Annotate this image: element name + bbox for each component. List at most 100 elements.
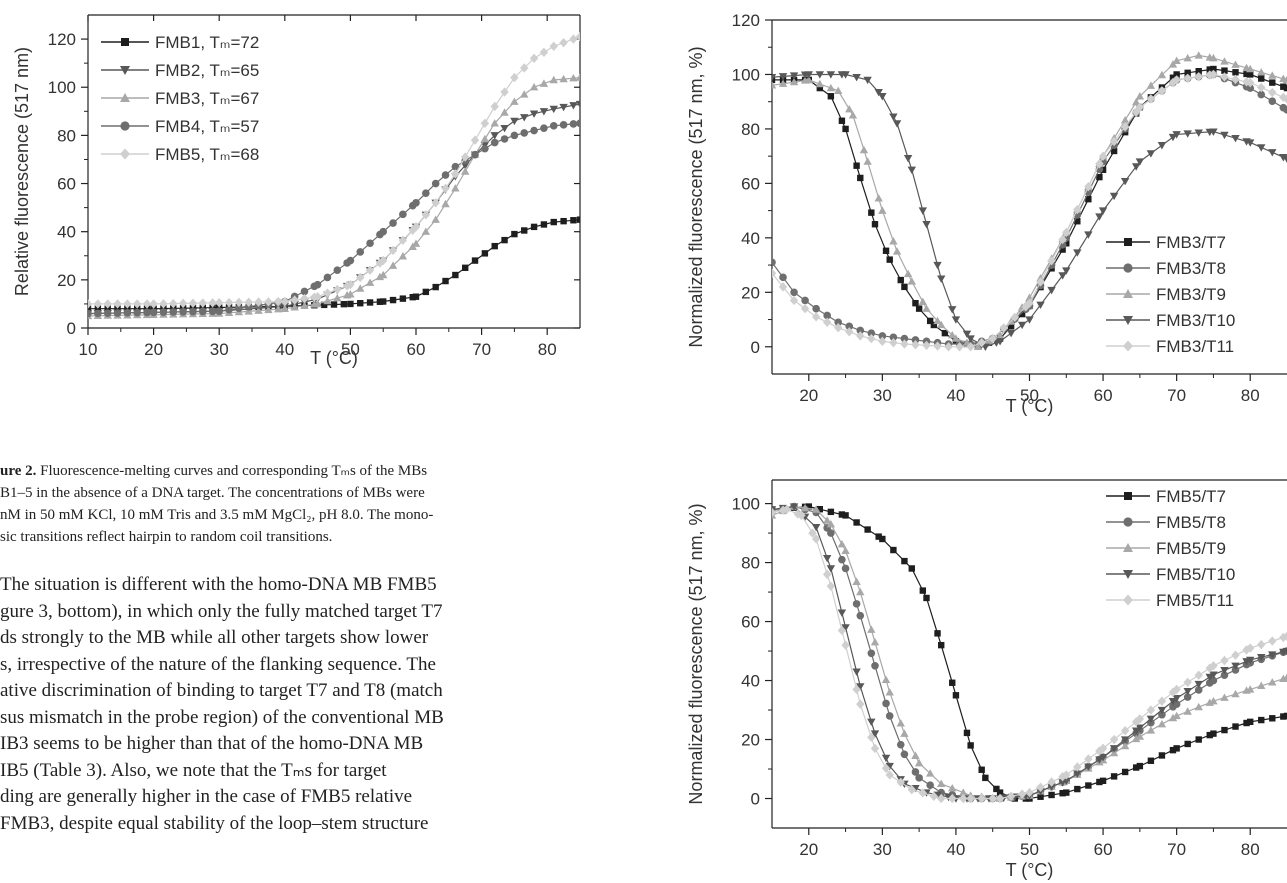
data-point	[300, 301, 309, 310]
data-point	[1269, 79, 1276, 86]
data-point	[490, 132, 499, 140]
x-tick-label: 60	[1094, 386, 1113, 405]
data-point	[886, 256, 893, 263]
caption-text: Fluorescence-melting curves and correspo…	[36, 463, 428, 479]
data-point	[834, 318, 843, 327]
data-point	[1243, 719, 1250, 727]
data-point	[470, 135, 480, 145]
data-point	[903, 154, 913, 163]
data-point	[539, 108, 549, 116]
data-point	[539, 79, 549, 87]
data-point	[290, 295, 299, 305]
data-point	[1231, 689, 1240, 698]
data-point	[881, 675, 891, 684]
data-point	[915, 774, 923, 782]
data-point	[903, 269, 913, 278]
data-point	[875, 533, 882, 540]
data-point	[188, 298, 198, 308]
data-point	[399, 295, 407, 302]
data-point	[1037, 793, 1044, 800]
data-point	[461, 152, 470, 162]
data-point	[569, 120, 578, 128]
data-point	[1146, 81, 1156, 89]
legend-marker	[1123, 543, 1133, 552]
data-point	[853, 519, 860, 526]
x-tick-label: 20	[144, 340, 163, 359]
data-point	[772, 268, 777, 278]
data-point	[559, 121, 568, 129]
data-point	[124, 305, 131, 312]
legend-label: FMB3, Tₘ=67	[155, 89, 259, 108]
data-point	[937, 779, 946, 787]
data-point	[1210, 730, 1217, 737]
data-point	[134, 305, 141, 312]
data-point	[1257, 68, 1266, 76]
data-point	[896, 719, 905, 727]
legend-label: FMB5, Tₘ=68	[155, 145, 259, 164]
data-point	[1257, 654, 1266, 662]
data-point	[1147, 757, 1155, 764]
data-point	[1120, 725, 1130, 736]
series-line	[88, 219, 580, 310]
x-axis-title: T (°C)	[1006, 860, 1054, 880]
data-point	[1246, 656, 1255, 665]
data-point	[841, 624, 850, 632]
data-point	[388, 245, 398, 256]
x-tick-label: 40	[946, 840, 965, 859]
data-point	[926, 781, 934, 790]
y-tick-label: 40	[741, 229, 760, 248]
data-point	[908, 565, 915, 572]
data-point	[1059, 790, 1066, 797]
legend-marker	[1123, 517, 1133, 527]
data-point	[500, 87, 509, 97]
data-point	[892, 120, 902, 128]
data-point	[549, 75, 558, 84]
data-point	[852, 600, 861, 608]
data-point	[1231, 134, 1240, 143]
data-point	[962, 330, 972, 339]
data-point	[452, 271, 459, 279]
data-point	[1025, 787, 1034, 798]
data-point	[1172, 711, 1181, 720]
data-point	[1158, 752, 1166, 759]
data-point	[977, 337, 986, 348]
data-point	[982, 774, 989, 782]
data-point	[885, 712, 894, 720]
data-point	[772, 258, 776, 267]
data-point	[1099, 777, 1107, 785]
data-point	[1220, 693, 1229, 701]
body-line: IB5 (Table 3). Also, we note that the Tₘ…	[0, 759, 387, 781]
data-point	[878, 206, 887, 214]
data-point	[878, 93, 887, 101]
data-point	[1120, 736, 1130, 744]
data-point	[826, 71, 836, 79]
data-point	[254, 297, 263, 307]
data-point	[1195, 736, 1202, 743]
data-point	[890, 546, 897, 554]
data-point	[149, 308, 158, 317]
chart-fmb-melting-curves: 10 20 30 40 50 60 70 80 0 20 40 60 80 100 120 T (°C) Rel…	[12, 14, 581, 368]
data-point	[529, 110, 539, 118]
legend-marker	[120, 121, 130, 131]
data-point	[841, 564, 850, 573]
data-point	[142, 299, 152, 309]
data-point	[365, 278, 375, 286]
data-point	[1084, 754, 1093, 764]
data-point	[823, 311, 831, 320]
data-point	[867, 329, 876, 337]
legend-label: FMB5/T10	[1156, 565, 1235, 584]
data-point	[1135, 732, 1145, 740]
y-tick-label: 20	[741, 283, 760, 302]
data-point	[779, 273, 787, 282]
data-point	[510, 117, 519, 126]
data-point	[264, 297, 273, 307]
plot-frame	[87, 14, 581, 329]
y-tick-label: 120	[48, 30, 76, 49]
data-point	[356, 248, 365, 256]
data-point	[996, 789, 1004, 796]
data-point	[398, 252, 408, 260]
data-point	[959, 788, 968, 796]
data-point	[1258, 75, 1265, 82]
figure-2-caption: ure 2. Fluorescence-melting curves and c…	[0, 460, 640, 548]
data-point	[199, 307, 207, 316]
